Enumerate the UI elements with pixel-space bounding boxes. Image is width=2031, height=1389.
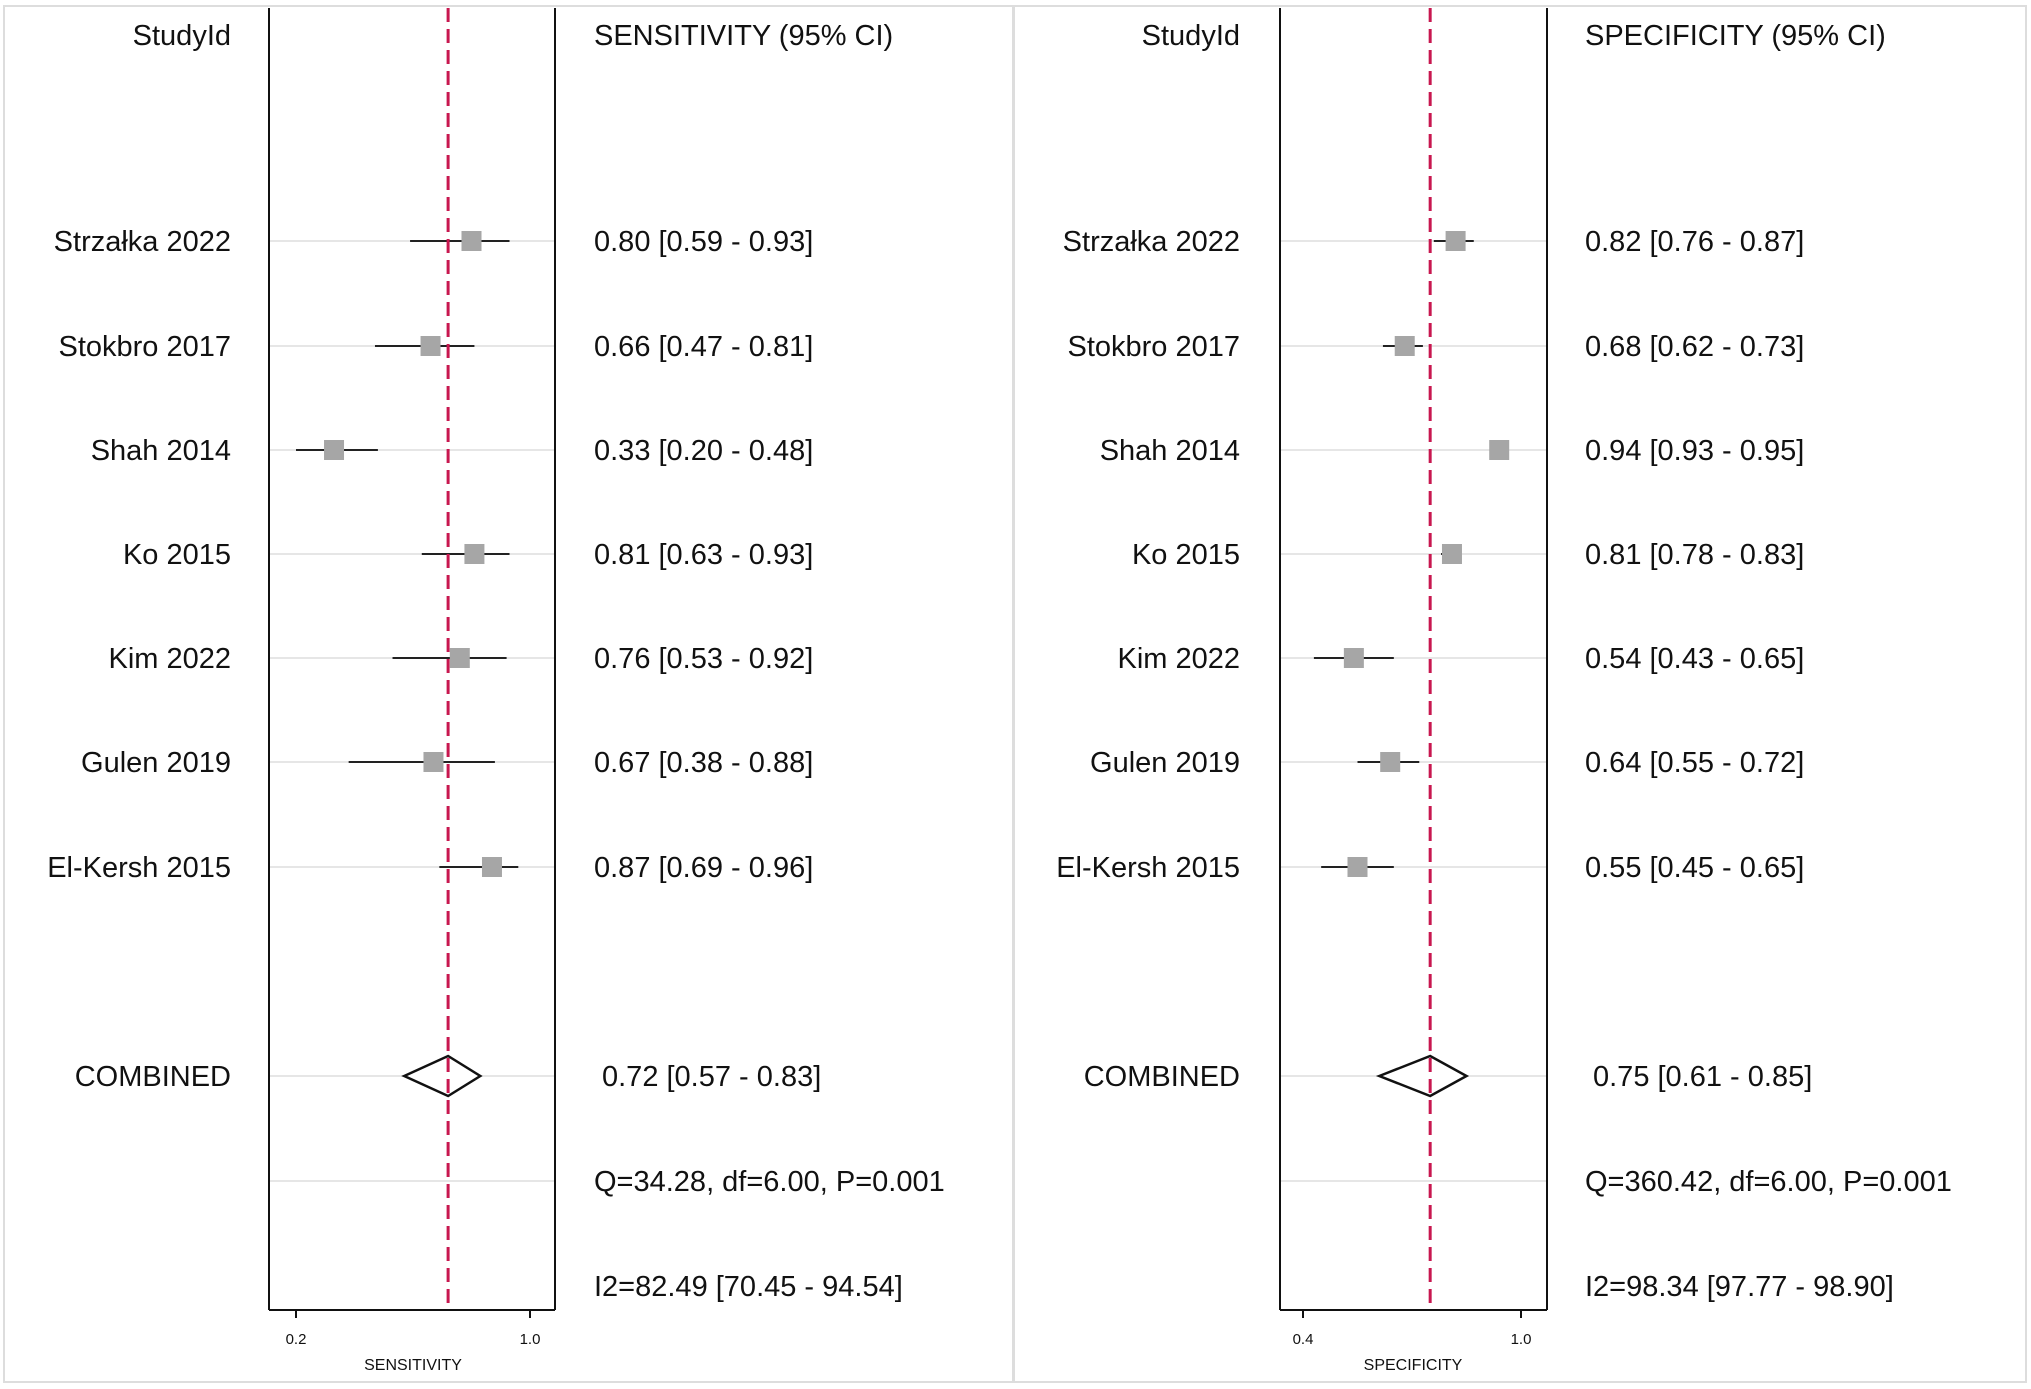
spec-estimate-label: 0.54 [0.43 - 0.65] — [1585, 643, 1804, 675]
sens-estimate-label: 0.76 [0.53 - 0.92] — [594, 643, 813, 675]
spec-point-marker — [1343, 648, 1364, 668]
sens-estimate-label: 0.87 [0.69 - 0.96] — [594, 852, 813, 884]
spec-estimate-label: 0.68 [0.62 - 0.73] — [1585, 331, 1804, 363]
spec-point-marker — [1347, 857, 1368, 877]
sens-study-label: Stokbro 2017 — [58, 331, 231, 363]
sens-x-tick-label: 0.2 — [286, 1331, 307, 1348]
spec-study-label: Ko 2015 — [1132, 539, 1240, 571]
spec-combined-diamond — [1375, 1054, 1470, 1098]
spec-estimate-label: 0.82 [0.76 - 0.87] — [1585, 226, 1804, 258]
sens-study-label: Ko 2015 — [123, 539, 231, 571]
spec-study-label: Gulen 2019 — [1090, 747, 1240, 779]
sens-point-marker — [324, 440, 345, 460]
sens-combined-diamond — [401, 1054, 483, 1098]
sens-estimate-label: 0.66 [0.47 - 0.81] — [594, 331, 813, 363]
sens-study-label: Kim 2022 — [108, 643, 231, 675]
sens-point-marker — [464, 544, 485, 564]
spec-study-label: Strzałka 2022 — [1063, 226, 1240, 258]
spec-combined-estimate: 0.75 [0.61 - 0.85] — [1593, 1061, 1812, 1093]
spec-study-label: Shah 2014 — [1100, 435, 1240, 467]
sens-heterogeneity-text: Q=34.28, df=6.00, P=0.001 — [594, 1166, 945, 1198]
spec-x-axis-title: SPECIFICITY — [1364, 1357, 1463, 1374]
spec-estimate-label: 0.94 [0.93 - 0.95] — [1585, 435, 1804, 467]
spec-estimate-label: 0.64 [0.55 - 0.72] — [1585, 747, 1804, 779]
sens-x-axis-title: SENSITIVITY — [364, 1357, 462, 1374]
sens-i2-text: I2=82.49 [70.45 - 94.54] — [594, 1271, 903, 1303]
spec-estimate-header: SPECIFICITY (95% CI) — [1585, 20, 1886, 52]
spec-point-marker — [1394, 336, 1415, 356]
spec-study-label: Stokbro 2017 — [1067, 331, 1240, 363]
spec-estimate-label: 0.55 [0.45 - 0.65] — [1585, 852, 1804, 884]
spec-point-marker — [1489, 440, 1510, 460]
spec-point-marker — [1380, 752, 1401, 772]
sens-point-marker — [449, 648, 470, 668]
sens-point-marker — [481, 857, 502, 877]
sens-x-tick-label: 1.0 — [520, 1331, 541, 1348]
spec-x-tick-label: 0.4 — [1293, 1331, 1314, 1348]
spec-point-marker — [1441, 544, 1462, 564]
sens-study-label: Gulen 2019 — [81, 747, 231, 779]
sens-point-marker — [461, 231, 482, 251]
spec-study-label: El-Kersh 2015 — [1056, 852, 1240, 884]
spec-panel-border — [1013, 5, 2027, 1383]
spec-x-tick-label: 1.0 — [1511, 1331, 1532, 1348]
spec-estimate-label: 0.81 [0.78 - 0.83] — [1585, 539, 1804, 571]
spec-heterogeneity-text: Q=360.42, df=6.00, P=0.001 — [1585, 1166, 1952, 1198]
spec-i2-text: I2=98.34 [97.77 - 98.90] — [1585, 1271, 1894, 1303]
sens-point-marker — [420, 336, 441, 356]
sens-study-label: Shah 2014 — [91, 435, 231, 467]
sens-estimate-label: 0.33 [0.20 - 0.48] — [594, 435, 813, 467]
sens-combined-estimate: 0.72 [0.57 - 0.83] — [602, 1061, 821, 1093]
spec-study-label: Kim 2022 — [1117, 643, 1240, 675]
sens-estimate-label: 0.81 [0.63 - 0.93] — [594, 539, 813, 571]
sens-study-label: El-Kersh 2015 — [47, 852, 231, 884]
sens-point-marker — [423, 752, 444, 772]
spec-combined-label: COMBINED — [1084, 1061, 1240, 1093]
sens-estimate-label: 0.67 [0.38 - 0.88] — [594, 747, 813, 779]
spec-point-marker — [1445, 231, 1466, 251]
spec-study-header: StudyId — [1142, 20, 1240, 52]
sens-estimate-label: 0.80 [0.59 - 0.93] — [594, 226, 813, 258]
sens-study-label: Strzałka 2022 — [54, 226, 231, 258]
sens-study-header: StudyId — [133, 20, 231, 52]
sens-combined-label: COMBINED — [75, 1061, 231, 1093]
sens-estimate-header: SENSITIVITY (95% CI) — [594, 20, 893, 52]
